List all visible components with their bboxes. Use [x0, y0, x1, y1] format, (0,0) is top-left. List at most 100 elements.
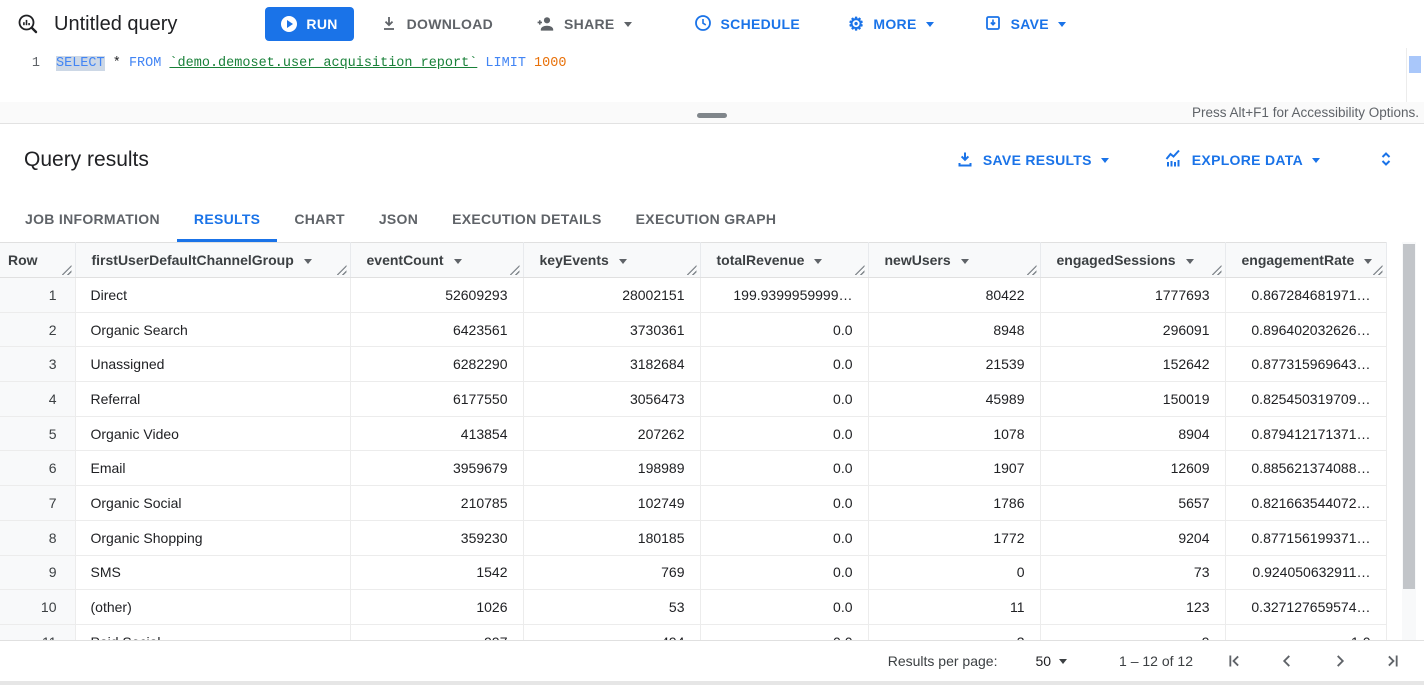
next-page-button[interactable]	[1329, 650, 1351, 672]
row-number-cell: 2	[0, 312, 76, 348]
tab-execution-graph[interactable]: EXECUTION GRAPH	[619, 196, 794, 242]
table-cell: 0.821663544072…	[1225, 485, 1387, 521]
sql-editor[interactable]: 1 SELECT * FROM `demo.demoset.user_acqui…	[0, 48, 1424, 102]
share-button-label: SHARE	[564, 16, 615, 32]
table-cell: SMS	[75, 555, 351, 591]
sql-code-line[interactable]: SELECT * FROM `demo.demoset.user_acquisi…	[56, 48, 566, 102]
table-cell: 0.896402032626…	[1225, 312, 1387, 348]
chevron-down-icon	[1100, 157, 1109, 163]
tab-chart[interactable]: CHART	[277, 196, 362, 242]
tab-execution-details[interactable]: EXECUTION DETAILS	[435, 196, 619, 242]
row-number-cell: 8	[0, 520, 76, 556]
accessibility-hint: Press Alt+F1 for Accessibility Options.	[1192, 105, 1419, 120]
table-cell: 52609293	[350, 277, 524, 313]
column-resize-handle[interactable]	[1211, 265, 1222, 275]
table-cell: Email	[75, 450, 351, 487]
query-toolbar: Untitled query RUN DOWNLOAD	[0, 0, 1424, 48]
column-menu-caret-icon[interactable]	[1364, 258, 1373, 264]
page-navigation	[1223, 650, 1404, 672]
first-page-button[interactable]	[1223, 650, 1245, 672]
chevron-right-icon	[1337, 655, 1345, 667]
column-menu-caret-icon[interactable]	[453, 258, 462, 264]
column-menu-caret-icon[interactable]	[960, 258, 969, 264]
table-row: 5 Organic Video 413854 207262 0.0 1078 8904 0.8…	[0, 416, 1387, 452]
pane-divider-drag-handle[interactable]	[697, 113, 727, 118]
last-page-button[interactable]	[1382, 650, 1404, 672]
column-header-totalRevenue: totalRevenue	[700, 242, 869, 278]
table-cell: 28002151	[523, 277, 701, 313]
download-button-label: DOWNLOAD	[406, 16, 494, 32]
download-button[interactable]: DOWNLOAD	[370, 6, 503, 42]
table-cell: 12609	[1040, 450, 1226, 487]
results-tab-bar: JOB INFORMATION RESULTS CHART JSON EXECUTION…	[0, 196, 1424, 242]
table-cell: Referral	[75, 381, 351, 417]
horizontal-scrollbar[interactable]	[0, 681, 1424, 685]
column-menu-caret-icon[interactable]	[303, 258, 312, 264]
save-button[interactable]: SAVE	[974, 6, 1076, 42]
table-cell: 6177550	[350, 381, 524, 417]
row-number-cell: 6	[0, 450, 76, 487]
run-button-label: RUN	[306, 16, 338, 32]
column-resize-handle[interactable]	[1372, 265, 1383, 275]
table-cell: 0	[868, 555, 1041, 591]
tab-job-information[interactable]: JOB INFORMATION	[8, 196, 177, 242]
table-cell: 1026	[350, 589, 524, 625]
table-scrollbar-thumb[interactable]	[1403, 244, 1415, 589]
more-button-label: MORE	[873, 16, 917, 32]
column-resize-handle[interactable]	[854, 265, 865, 275]
table-cell: Unassigned	[75, 346, 351, 383]
tab-json[interactable]: JSON	[362, 196, 435, 242]
column-resize-handle[interactable]	[509, 265, 520, 275]
previous-page-button[interactable]	[1276, 650, 1298, 672]
gear-icon: ⚙	[847, 14, 865, 34]
tab-results[interactable]: RESULTS	[176, 196, 278, 242]
query-results-header: Query results SAVE RESULTS	[0, 124, 1424, 196]
share-button[interactable]: SHARE	[525, 6, 642, 42]
chevron-down-icon	[623, 21, 632, 27]
table-cell: 1772	[868, 520, 1041, 556]
table-cell: 53	[523, 589, 701, 625]
schedule-button[interactable]: SCHEDULE	[684, 6, 810, 42]
table-vertical-scrollbar[interactable]	[1402, 242, 1416, 640]
column-header-engagementRate: engagementRate	[1225, 242, 1387, 278]
save-results-button[interactable]: SAVE RESULTS	[950, 149, 1115, 172]
column-resize-handle[interactable]	[1026, 265, 1037, 275]
table-cell: 5657	[1040, 485, 1226, 521]
table-cell: 0.877315969643…	[1225, 346, 1387, 383]
editor-scrollbar[interactable]	[1406, 48, 1421, 102]
run-button[interactable]: RUN	[265, 7, 354, 41]
page-size-select[interactable]: 50	[1035, 653, 1068, 669]
explore-data-button[interactable]: EXPLORE DATA	[1157, 148, 1326, 173]
column-menu-caret-icon[interactable]	[814, 258, 823, 264]
query-magnifier-chart-icon	[16, 12, 40, 36]
page-size-value: 50	[1035, 653, 1052, 669]
sql-table-reference-link[interactable]: `demo.demoset.user_acquisition_report`	[169, 56, 478, 71]
chart-icon	[1163, 149, 1183, 172]
column-menu-caret-icon[interactable]	[618, 258, 627, 264]
table-cell: 0.0	[700, 624, 869, 640]
more-button[interactable]: ⚙ MORE	[838, 6, 944, 42]
column-resize-handle[interactable]	[336, 265, 347, 275]
table-cell: 207262	[523, 416, 701, 452]
editor-scrollbar-thumb[interactable]	[1409, 56, 1421, 73]
expand-collapse-results-button[interactable]	[1372, 145, 1400, 176]
table-cell: 8904	[1040, 416, 1226, 452]
table-row: 4 Referral 6177550 3056473 0.0 45989 150019 0.8…	[0, 381, 1387, 417]
line-number: 1	[31, 56, 40, 71]
row-number-cell: 11	[0, 624, 76, 640]
row-number-cell: 7	[0, 485, 76, 521]
table-cell: 0.0	[700, 520, 869, 556]
download-icon	[380, 14, 398, 35]
page-range-label: 1 – 12 of 12	[1119, 653, 1193, 669]
table-cell: 21539	[868, 346, 1041, 383]
column-resize-handle[interactable]	[61, 265, 72, 275]
query-title: Untitled query	[54, 12, 178, 35]
table-cell: 1078	[868, 416, 1041, 452]
table-cell: 359230	[350, 520, 524, 556]
column-menu-caret-icon[interactable]	[1185, 258, 1194, 264]
column-header-keyEvents: keyEvents	[523, 242, 701, 278]
table-cell: (other)	[75, 589, 351, 625]
table-cell: 6282290	[350, 346, 524, 383]
sql-keyword-select: SELECT	[56, 56, 105, 71]
column-resize-handle[interactable]	[686, 265, 697, 275]
